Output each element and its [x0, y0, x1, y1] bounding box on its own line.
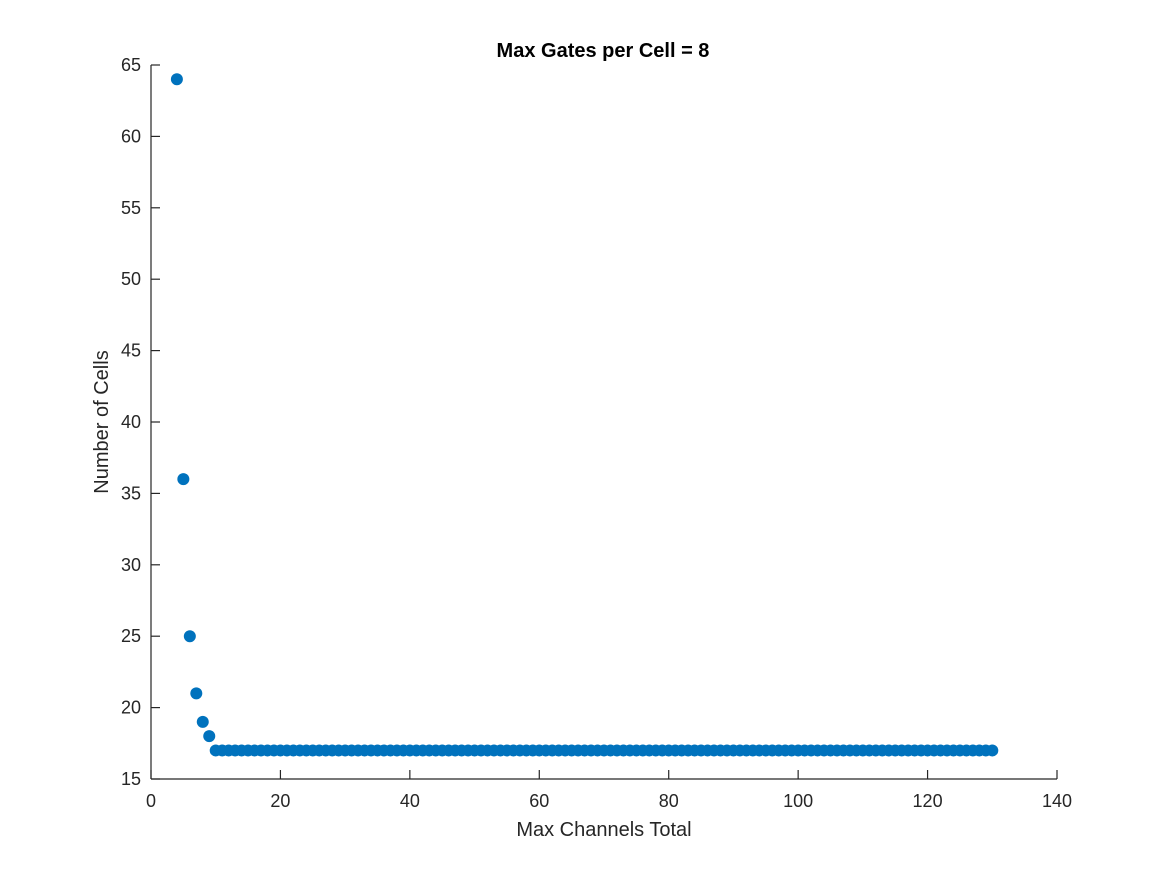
data-point [177, 473, 190, 486]
x-tick-label: 120 [913, 791, 943, 811]
y-tick-label: 50 [121, 269, 141, 289]
x-axis-ticks: 0 20 40 60 80 100 120 140 [146, 770, 1072, 811]
chart-title: Max Gates per Cell = 8 [497, 40, 710, 62]
x-tick-label: 100 [783, 791, 813, 811]
data-point [183, 630, 196, 643]
y-tick-label: 60 [121, 126, 141, 146]
y-tick-label: 20 [121, 698, 141, 718]
y-tick-label: 65 [121, 55, 141, 75]
x-tick-label: 0 [146, 791, 156, 811]
x-tick-label: 20 [270, 791, 290, 811]
plot-area: 0 20 40 60 80 100 120 140 15 20 25 30 35 40 45 50 55 60 6… [121, 55, 1072, 811]
y-axis-label: Number of Cells [91, 350, 113, 493]
x-tick-label: 80 [659, 791, 679, 811]
y-tick-label: 25 [121, 626, 141, 646]
y-tick-label: 40 [121, 412, 141, 432]
y-tick-label: 35 [121, 483, 141, 503]
data-points [170, 73, 999, 757]
y-tick-label: 15 [121, 769, 141, 789]
x-tick-label: 40 [400, 791, 420, 811]
data-point [203, 730, 216, 743]
y-tick-label: 30 [121, 555, 141, 575]
data-point [170, 73, 183, 86]
x-tick-label: 140 [1042, 791, 1072, 811]
y-tick-label: 55 [121, 198, 141, 218]
data-point [986, 744, 999, 757]
x-axis-label: Max Channels Total [516, 819, 691, 841]
data-point [190, 687, 203, 700]
x-tick-label: 60 [529, 791, 549, 811]
y-tick-label: 45 [121, 341, 141, 361]
y-axis-ticks: 15 20 25 30 35 40 45 50 55 60 65 [121, 55, 160, 789]
data-point [196, 715, 209, 728]
